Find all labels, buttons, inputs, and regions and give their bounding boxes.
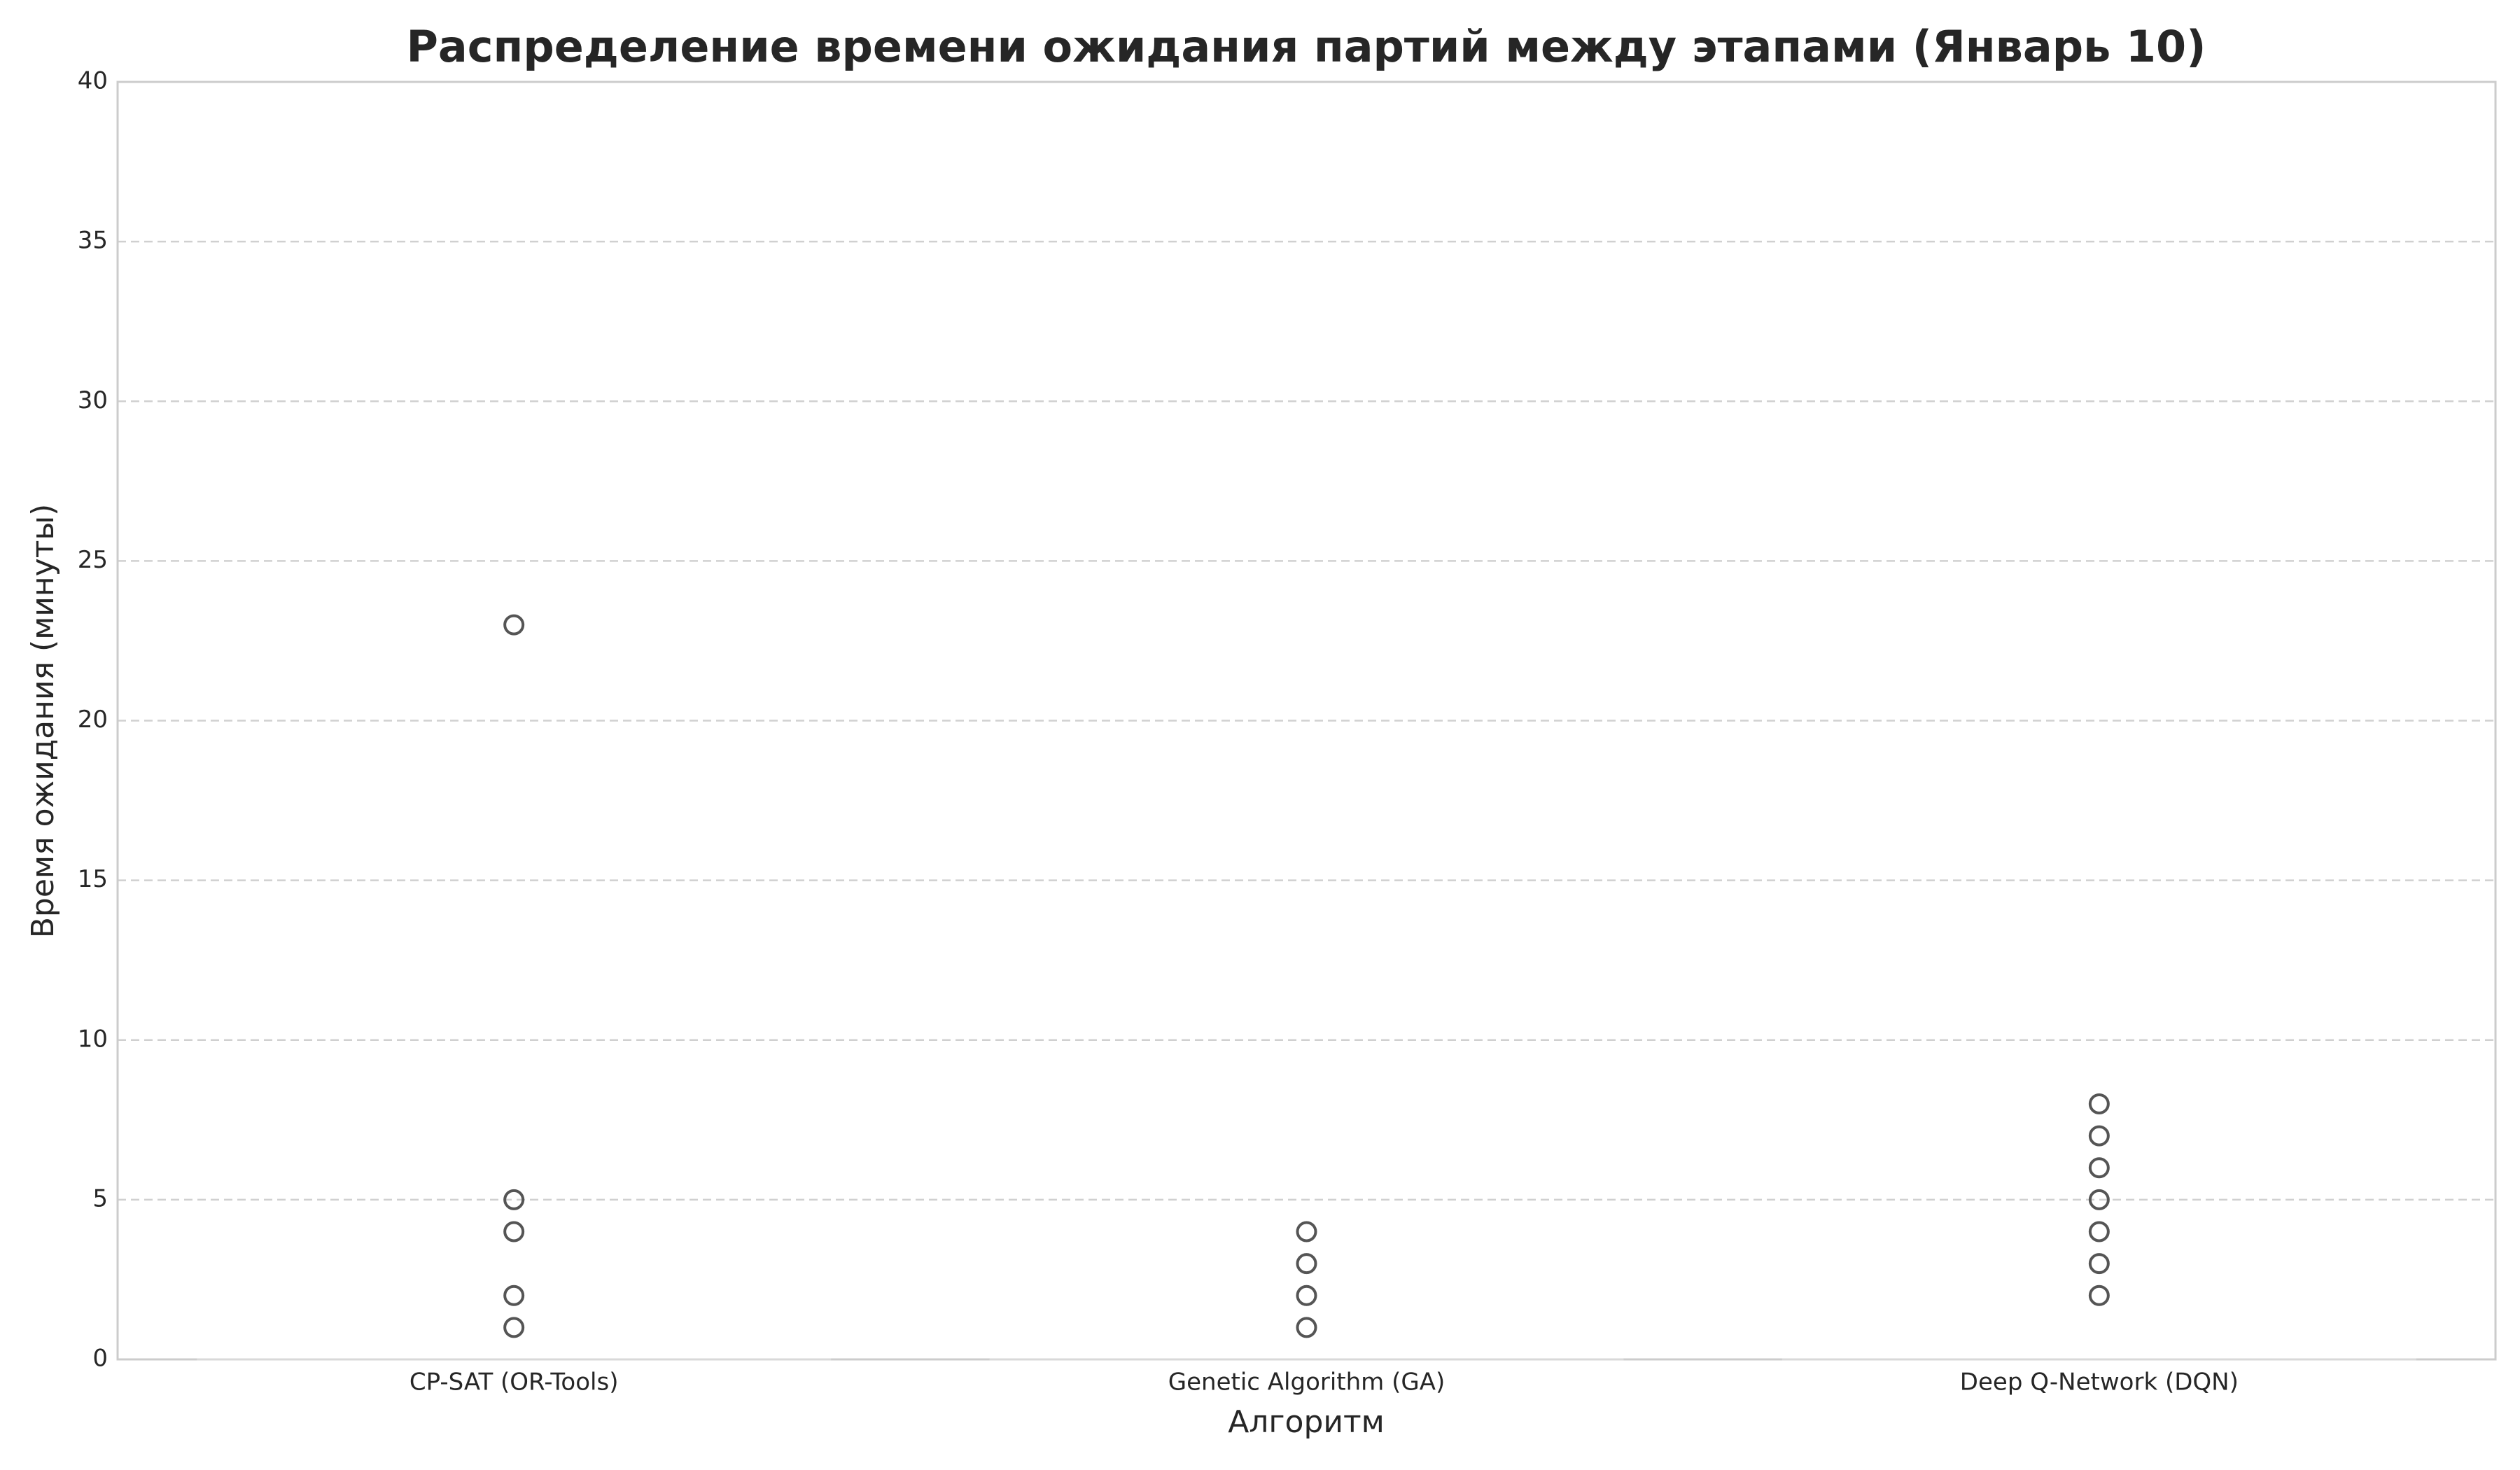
flier bbox=[1296, 1284, 1317, 1306]
flier bbox=[2088, 1221, 2110, 1242]
y-axis-label: Время ожидания (минуты) bbox=[25, 504, 61, 939]
y-tick-label: 5 bbox=[92, 1184, 108, 1212]
y-tick-label: 10 bbox=[78, 1025, 108, 1053]
y-tick-label: 20 bbox=[78, 706, 108, 734]
y-tick-label: 40 bbox=[78, 67, 108, 95]
chart-title: Распределение времени ожидания партий ме… bbox=[406, 21, 2206, 72]
flier bbox=[503, 614, 525, 636]
flier bbox=[1296, 1317, 1317, 1338]
flier bbox=[2088, 1253, 2110, 1275]
flier bbox=[503, 1317, 525, 1338]
x-tick-label: Genetic Algorithm (GA) bbox=[1168, 1368, 1445, 1396]
flier bbox=[2088, 1157, 2110, 1179]
flier bbox=[503, 1189, 525, 1210]
flier bbox=[1296, 1253, 1317, 1275]
y-tick-label: 25 bbox=[78, 546, 108, 574]
flier bbox=[2088, 1093, 2110, 1114]
y-tick-label: 30 bbox=[78, 386, 108, 414]
y-tick-label: 0 bbox=[92, 1345, 108, 1373]
y-tick-label: 15 bbox=[78, 865, 108, 893]
flier bbox=[2088, 1189, 2110, 1210]
flier bbox=[2088, 1125, 2110, 1147]
x-axis-label: Алгоритм bbox=[1228, 1404, 1385, 1440]
flier bbox=[2088, 1284, 2110, 1306]
x-tick-label: CP-SAT (OR-Tools) bbox=[410, 1368, 619, 1396]
x-tick-label: Deep Q-Network (DQN) bbox=[1960, 1368, 2239, 1396]
flier bbox=[1296, 1221, 1317, 1242]
y-tick-label: 35 bbox=[78, 227, 108, 255]
flier bbox=[503, 1284, 525, 1306]
flier bbox=[503, 1221, 525, 1242]
